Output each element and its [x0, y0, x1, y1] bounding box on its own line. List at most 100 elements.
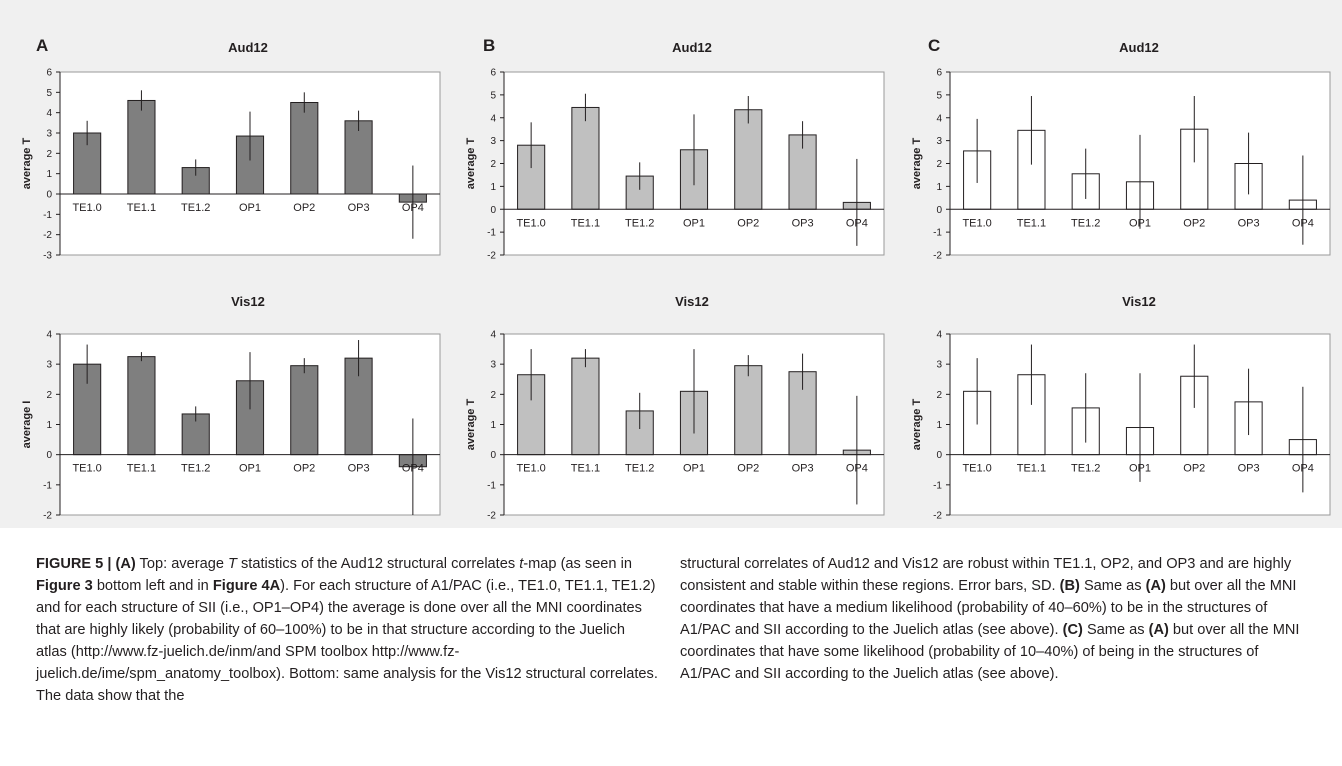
- chart-title: Vis12: [1122, 294, 1156, 309]
- caption-text: but over all the MNI coordinates that ha…: [680, 578, 1297, 638]
- y-tick-label: 0: [936, 450, 942, 461]
- y-tick-label: 4: [936, 330, 942, 341]
- x-tick-label: OP4: [846, 463, 868, 475]
- x-tick-label: TE1.2: [1071, 463, 1100, 475]
- y-tick-label: 2: [46, 390, 52, 401]
- figure-3-link[interactable]: Figure 3: [36, 578, 93, 594]
- caption-text: Top: average: [135, 556, 228, 572]
- y-tick-label: 2: [936, 159, 942, 170]
- bar: [734, 365, 763, 456]
- figure-4a-link[interactable]: Figure 4A: [212, 578, 281, 594]
- x-tick-label: TE1.2: [625, 463, 654, 475]
- chart-a-vis12: Vis12 average I -2 -1 0 1 2 3 4 TE1.0 TE1.1 TE1.2 OP…: [21, 294, 441, 522]
- x-tick-label: OP4: [846, 217, 868, 229]
- caption-text: ). For each structure of A1/PAC (i.e., T…: [36, 578, 658, 704]
- y-tick-label: 4: [46, 108, 52, 119]
- y-tick-label: 4: [46, 330, 52, 341]
- x-tick-label: OP3: [1238, 217, 1260, 229]
- x-tick-label: OP3: [792, 463, 814, 475]
- x-tick-label: OP2: [293, 463, 315, 475]
- y-tick-label: 1: [936, 420, 942, 431]
- x-tick-label: OP3: [348, 463, 370, 475]
- chart-title: Vis12: [675, 294, 709, 309]
- x-tick-label: OP4: [402, 463, 424, 475]
- y-tick-label: -1: [487, 480, 496, 491]
- caption-figure-label: FIGURE 5 |: [36, 556, 116, 572]
- x-tick-label: OP4: [402, 202, 424, 214]
- y-tick-label: -2: [43, 230, 52, 241]
- y-tick-label: 6: [490, 68, 496, 79]
- y-tick-label: 0: [936, 205, 942, 216]
- y-tick-label: 3: [46, 129, 52, 140]
- bar: [344, 120, 373, 195]
- x-tick-label: TE1.2: [625, 217, 654, 229]
- x-tick-label: OP3: [792, 217, 814, 229]
- x-tick-label: OP1: [1129, 463, 1151, 475]
- y-tick-label: 1: [936, 182, 942, 193]
- y-tick-label: 2: [936, 390, 942, 401]
- x-tick-label: OP2: [1183, 217, 1205, 229]
- x-tick-label: TE1.0: [516, 463, 545, 475]
- panel-letter-b: B: [483, 36, 496, 55]
- caption-a-ref: (A): [1148, 622, 1169, 638]
- y-axis-label: average I: [21, 401, 33, 449]
- bar: [127, 99, 156, 195]
- panel-letter-a: A: [36, 36, 49, 55]
- x-tick-label: TE1.1: [1017, 463, 1046, 475]
- x-tick-label: OP1: [683, 217, 705, 229]
- chart-title: Vis12: [231, 294, 265, 309]
- y-tick-label: -2: [43, 511, 52, 522]
- x-tick-label: TE1.1: [127, 463, 156, 475]
- y-tick-label: 3: [490, 360, 496, 371]
- caption-text: structural correlates of Aud12 and Vis12…: [680, 556, 1292, 594]
- caption-italic: T: [228, 556, 237, 572]
- caption-a-ref: (A): [1145, 578, 1166, 594]
- chart-b-aud12: Aud12 average T -2 -1 0 1 2 3 4 5 6 TE1.0 TE1.1 TE1.2…: [465, 40, 885, 262]
- y-tick-label: -1: [933, 480, 942, 491]
- y-tick-label: 2: [490, 159, 496, 170]
- y-tick-label: -1: [487, 228, 496, 239]
- x-tick-label: OP3: [348, 202, 370, 214]
- x-tick-label: OP1: [239, 463, 261, 475]
- bar: [734, 109, 763, 210]
- caption-text: statistics of the Aud12 structural corre…: [236, 556, 520, 572]
- caption-text: but over all the MNI coordinates that ha…: [680, 622, 1300, 682]
- x-tick-label: OP2: [1183, 463, 1205, 475]
- y-axis-label: average T: [465, 138, 477, 190]
- x-tick-label: TE1.2: [181, 202, 210, 214]
- caption-b-label: (B): [1059, 578, 1080, 594]
- bar: [290, 102, 319, 195]
- x-tick-label: TE1.2: [181, 463, 210, 475]
- x-tick-label: OP1: [683, 463, 705, 475]
- chart-title: Aud12: [672, 40, 712, 55]
- y-tick-label: 2: [46, 149, 52, 160]
- x-tick-label: TE1.1: [571, 217, 600, 229]
- y-tick-label: 0: [490, 450, 496, 461]
- caption-c-label: (C): [1062, 622, 1083, 638]
- chart-title: Aud12: [228, 40, 268, 55]
- y-tick-label: 3: [936, 136, 942, 147]
- y-axis-label: average T: [911, 399, 923, 451]
- y-tick-label: -2: [933, 511, 942, 522]
- x-tick-label: OP1: [1129, 217, 1151, 229]
- x-tick-label: OP1: [239, 202, 261, 214]
- y-tick-label: 3: [936, 360, 942, 371]
- bar: [571, 357, 600, 456]
- chart-b-vis12: Vis12 average T -2 -1 0 1 2 3 4 TE1.0 TE1.1 TE1.2 OP…: [465, 294, 885, 522]
- y-tick-label: 2: [490, 390, 496, 401]
- caption-text: -map (as seen in: [523, 556, 632, 572]
- y-tick-label: 4: [490, 113, 496, 124]
- y-tick-label: 1: [46, 169, 52, 180]
- y-tick-label: -1: [933, 228, 942, 239]
- y-axis-label: average T: [21, 138, 33, 190]
- x-tick-label: TE1.0: [72, 202, 101, 214]
- x-tick-label: OP4: [1292, 463, 1314, 475]
- y-tick-label: 6: [936, 68, 942, 79]
- y-axis-label: average T: [911, 138, 923, 190]
- y-tick-label: 0: [490, 205, 496, 216]
- x-tick-label: TE1.0: [72, 463, 101, 475]
- y-tick-label: 4: [936, 113, 942, 124]
- bar: [571, 106, 600, 210]
- y-tick-label: 3: [490, 136, 496, 147]
- y-tick-label: 1: [490, 182, 496, 193]
